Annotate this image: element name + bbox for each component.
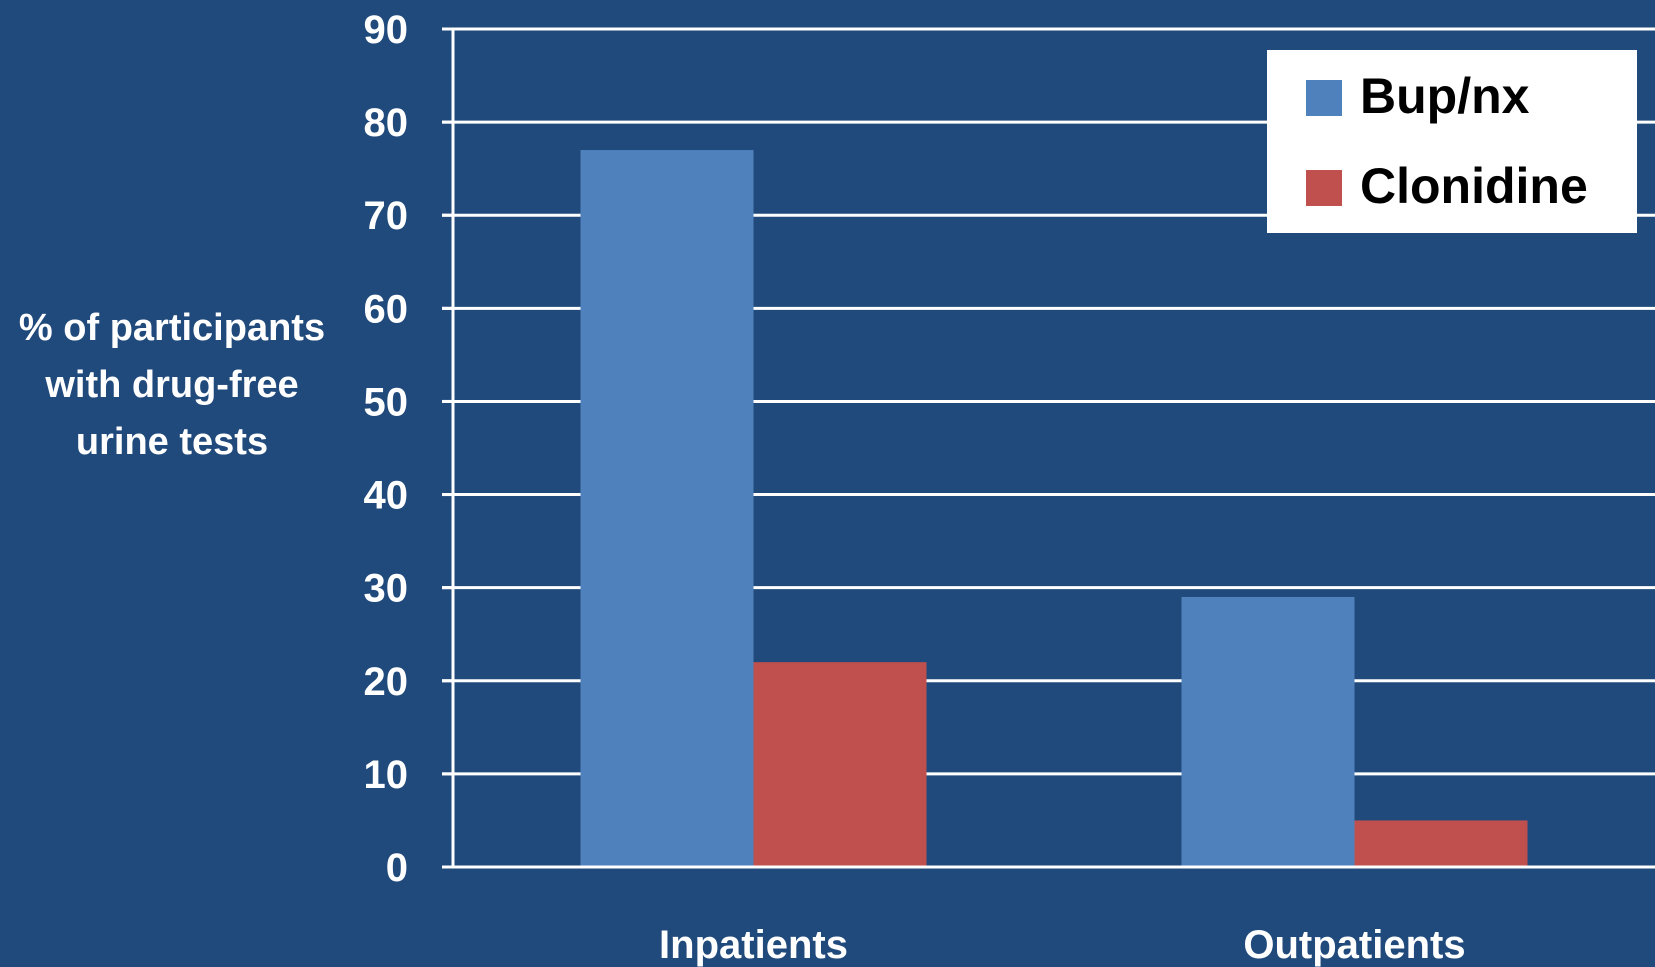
legend-label: Bup/nx — [1360, 68, 1530, 124]
bar-clonidine-inpatients — [753, 662, 927, 867]
legend-label: Clonidine — [1360, 158, 1588, 214]
y-tick-label: 80 — [364, 101, 409, 145]
y-axis-label-line: with drug-free — [44, 364, 298, 406]
legend-swatch — [1306, 170, 1342, 206]
x-category-labels: Inpatients Outpatients — [659, 923, 1466, 967]
y-axis-label: % of participants with drug-free urine tes… — [19, 307, 325, 463]
bars — [580, 150, 1528, 868]
axes — [442, 27, 1655, 869]
y-tick-label: 90 — [364, 8, 409, 52]
y-tick-label: 40 — [364, 474, 409, 518]
legend: Bup/nx Clonidine — [1267, 50, 1637, 233]
x-category-label: Outpatients — [1243, 923, 1465, 967]
y-axis-label-line: urine tests — [76, 421, 268, 463]
y-tick-label: 10 — [364, 753, 409, 797]
y-tick-label: 50 — [364, 380, 409, 424]
y-tick-label: 0 — [386, 846, 408, 890]
y-tick-labels: 0 10 20 30 40 50 60 70 80 90 — [364, 8, 409, 890]
y-tick-label: 70 — [364, 194, 409, 238]
legend-swatch — [1306, 80, 1342, 116]
bar-bup-nx-inpatients — [580, 150, 754, 868]
bar-bup-nx-outpatients — [1181, 596, 1355, 867]
x-category-label: Inpatients — [659, 923, 848, 967]
y-axis-label-line: % of participants — [19, 307, 325, 349]
bar-clonidine-outpatients — [1354, 820, 1528, 867]
y-tick-label: 30 — [364, 567, 409, 611]
y-tick-label: 20 — [364, 660, 409, 704]
y-tick-label: 60 — [364, 287, 409, 331]
